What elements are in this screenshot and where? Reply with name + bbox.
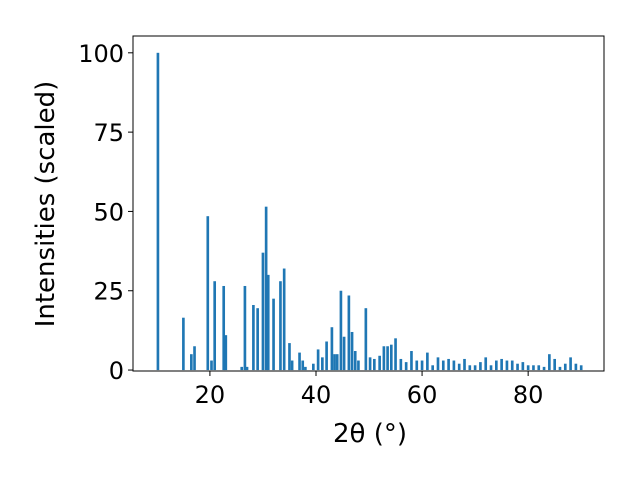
y-tick-label: 25 — [93, 278, 124, 306]
y-tick-label: 75 — [93, 119, 124, 147]
bar — [537, 365, 541, 371]
bar — [182, 317, 185, 371]
bar — [321, 357, 324, 371]
bar — [333, 354, 336, 371]
bar — [330, 327, 334, 371]
bar — [431, 365, 435, 371]
plot-frame — [132, 35, 605, 372]
bar — [569, 357, 572, 371]
bar — [521, 362, 525, 371]
bar — [272, 298, 275, 371]
bar — [245, 366, 249, 371]
bar — [282, 268, 286, 371]
bar — [357, 360, 360, 371]
y-tick-label: 100 — [78, 40, 124, 68]
bar — [256, 308, 259, 371]
bar — [526, 365, 530, 371]
x-tick-label: 40 — [301, 381, 332, 409]
bar — [325, 341, 328, 371]
bar — [415, 360, 419, 371]
bar — [441, 360, 445, 371]
bar — [516, 363, 519, 371]
bar — [261, 252, 265, 371]
y-axis-label: Intensities (scaled) — [31, 81, 61, 328]
bar — [558, 366, 562, 371]
bar — [350, 331, 354, 371]
bar — [364, 308, 368, 371]
bar — [563, 363, 567, 371]
y-tick-label: 50 — [93, 198, 124, 226]
bar — [206, 216, 210, 371]
bar — [548, 354, 551, 371]
bar — [304, 366, 307, 371]
bar — [574, 363, 578, 371]
bar — [553, 358, 556, 371]
bar — [316, 349, 320, 371]
bar — [532, 365, 535, 371]
x-tick-label: 20 — [195, 381, 226, 409]
bar — [301, 360, 305, 371]
bar — [279, 281, 282, 371]
bar — [224, 335, 228, 371]
bar — [342, 336, 346, 371]
x-tick-label: 80 — [513, 381, 544, 409]
bar — [240, 366, 244, 371]
bar — [335, 354, 339, 371]
bar — [222, 285, 226, 371]
bar — [394, 338, 397, 371]
bar — [347, 295, 351, 371]
bar — [420, 360, 424, 371]
bar — [542, 366, 546, 371]
bar — [378, 355, 381, 371]
bar — [447, 358, 450, 371]
x-axis-label: 2θ (°) — [333, 419, 407, 449]
bar — [288, 343, 291, 371]
bar — [339, 290, 343, 371]
y-tick-label: 0 — [109, 357, 124, 385]
bar — [389, 344, 393, 371]
bar — [399, 358, 403, 371]
bar — [404, 362, 408, 371]
bar — [436, 357, 440, 371]
bar — [505, 360, 509, 371]
bar — [495, 360, 498, 371]
bar — [373, 358, 376, 371]
bar — [290, 360, 294, 371]
bar — [484, 357, 488, 371]
bar — [452, 360, 456, 371]
bar — [410, 351, 413, 371]
bar — [473, 365, 477, 371]
bar — [243, 285, 247, 371]
bar — [252, 305, 255, 371]
bar — [579, 365, 583, 371]
bar — [386, 346, 389, 371]
bar — [468, 365, 472, 371]
bar — [353, 351, 357, 371]
bar — [264, 206, 268, 371]
bar — [457, 363, 461, 371]
bar — [298, 352, 301, 371]
bar — [266, 274, 270, 371]
x-tick-label: 60 — [407, 381, 438, 409]
bar — [190, 354, 193, 371]
bar — [312, 363, 315, 371]
bar — [426, 352, 429, 371]
bar — [500, 358, 503, 371]
bar — [463, 358, 466, 371]
bar — [510, 360, 514, 371]
bar — [213, 281, 217, 371]
bar — [156, 52, 160, 371]
bar — [210, 360, 213, 371]
bar — [479, 362, 482, 371]
bar — [193, 346, 196, 371]
bar — [382, 346, 386, 371]
bar — [368, 357, 372, 371]
bar — [489, 365, 493, 371]
